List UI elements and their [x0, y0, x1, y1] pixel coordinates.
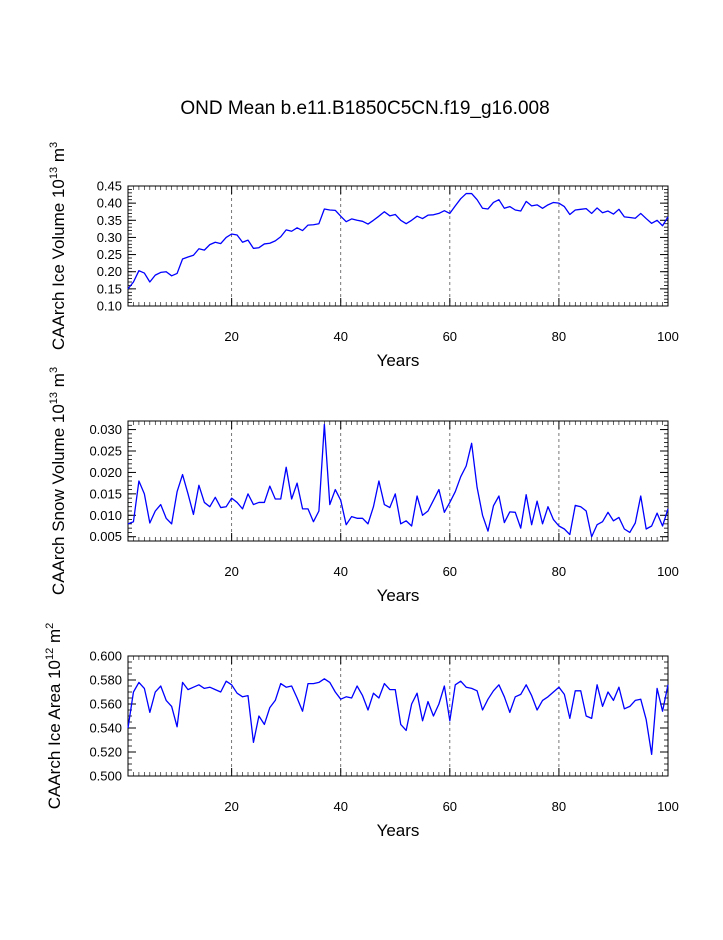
y-axis-title: CAArch Snow Volume 1013 m3 — [48, 367, 68, 595]
x-axis-title: Years — [377, 351, 420, 370]
x-tick-label: 100 — [657, 799, 679, 814]
y-tick-label: 0.20 — [97, 264, 122, 279]
y-tick-label: 0.025 — [89, 444, 122, 459]
data-series-line — [127, 192, 669, 290]
y-tick-label: 0.30 — [97, 230, 122, 245]
x-tick-label: 20 — [224, 564, 238, 579]
x-tick-label: 40 — [333, 799, 347, 814]
x-tick-label: 20 — [224, 329, 238, 344]
y-tick-label: 0.015 — [89, 486, 122, 501]
panel-3: 0.500 0.520 0.540 0.560 0.580 0.600 20 40 60 80 10… — [44, 623, 679, 840]
x-tick-label: 80 — [552, 564, 566, 579]
y-axis-title: CAArch Ice Area 1012 m2 — [44, 623, 64, 810]
y-tick-label: 0.500 — [89, 769, 122, 784]
panel-2: 0.005 0.010 0.015 0.020 0.025 0.030 20 40 60 80 10… — [48, 367, 679, 605]
y-tick-label: 0.35 — [97, 213, 122, 228]
x-tick-label: 80 — [552, 329, 566, 344]
y-tick-label: 0.45 — [97, 179, 122, 194]
y-axis-title: CAArch Ice Volume 1013 m3 — [48, 142, 68, 350]
x-tick-label: 40 — [333, 564, 347, 579]
y-tick-label: 0.10 — [97, 299, 122, 314]
x-tick-label: 100 — [657, 329, 679, 344]
y-tick-label: 0.005 — [89, 529, 122, 544]
y-tick-label: 0.560 — [89, 697, 122, 712]
y-tick-label: 0.600 — [89, 649, 122, 664]
plot-frame — [127, 420, 669, 542]
x-tick-label: 60 — [443, 564, 457, 579]
x-tick-label: 60 — [443, 799, 457, 814]
data-series-line — [127, 678, 669, 756]
y-tick-label: 0.010 — [89, 508, 122, 523]
x-tick-label: 40 — [333, 329, 347, 344]
plot-frame — [127, 185, 669, 307]
y-tick-label: 0.520 — [89, 745, 122, 760]
panel-1: 0.10 0.15 0.20 0.25 0.30 0.35 0.40 0.45 20 40 60 80… — [48, 142, 679, 370]
y-tick-label: 0.020 — [89, 465, 122, 480]
data-series-line — [127, 423, 669, 538]
x-tick-label: 20 — [224, 799, 238, 814]
x-tick-label: 60 — [443, 329, 457, 344]
y-tick-label: 0.030 — [89, 422, 122, 437]
x-tick-label: 100 — [657, 564, 679, 579]
figure-title: OND Mean b.e11.B1850C5CN.f19_g16.008 — [180, 98, 549, 119]
y-tick-label: 0.15 — [97, 281, 122, 296]
y-tick-label: 0.540 — [89, 721, 122, 736]
y-tick-label: 0.25 — [97, 247, 122, 262]
x-tick-label: 80 — [552, 799, 566, 814]
x-axis-title: Years — [377, 586, 420, 605]
y-tick-label: 0.40 — [97, 196, 122, 211]
y-tick-label: 0.580 — [89, 673, 122, 688]
x-axis-title: Years — [377, 821, 420, 840]
